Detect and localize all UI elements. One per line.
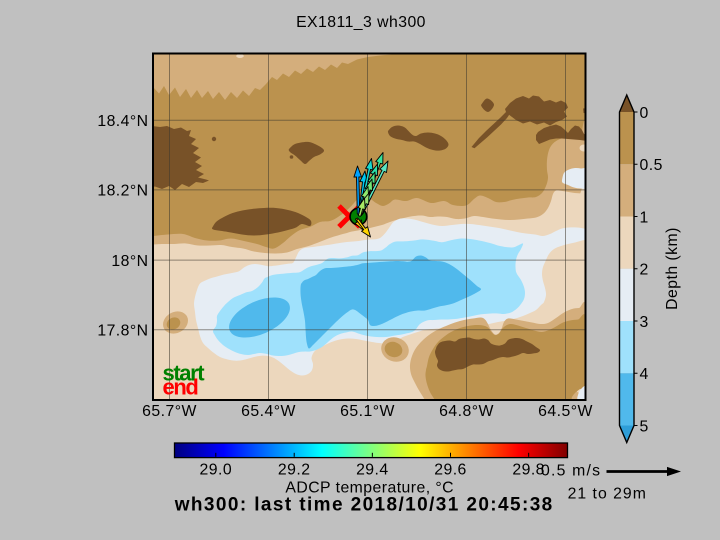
svg-text:21 to 29m: 21 to 29m bbox=[568, 486, 647, 503]
svg-text:1: 1 bbox=[640, 209, 649, 226]
svg-text:18.2°N: 18.2°N bbox=[97, 183, 148, 200]
svg-text:4: 4 bbox=[640, 366, 649, 383]
svg-text:0: 0 bbox=[640, 105, 649, 122]
svg-text:29.2: 29.2 bbox=[278, 462, 311, 479]
svg-text:65.1°W: 65.1°W bbox=[340, 403, 395, 420]
svg-text:18.4°N: 18.4°N bbox=[97, 113, 148, 130]
svg-text:5: 5 bbox=[640, 418, 649, 435]
svg-text:65.7°W: 65.7°W bbox=[142, 403, 197, 420]
svg-text:17.8°N: 17.8°N bbox=[97, 323, 148, 340]
svg-text:wh300: last time 2018/10/31 20: wh300: last time 2018/10/31 20:45:38 bbox=[174, 495, 554, 516]
svg-text:65.4°W: 65.4°W bbox=[241, 403, 296, 420]
svg-text:29.8: 29.8 bbox=[512, 462, 545, 479]
svg-text:end: end bbox=[163, 374, 198, 399]
svg-text:0.5: 0.5 bbox=[640, 157, 663, 174]
svg-text:EX1811_3 wh300: EX1811_3 wh300 bbox=[296, 14, 426, 31]
svg-text:start: start bbox=[163, 361, 206, 386]
svg-text:2: 2 bbox=[640, 262, 649, 279]
svg-text:29.0: 29.0 bbox=[200, 462, 233, 479]
svg-text:29.4: 29.4 bbox=[356, 462, 389, 479]
svg-text:0.5 m/s: 0.5 m/s bbox=[541, 463, 601, 480]
svg-text:29.6: 29.6 bbox=[434, 462, 467, 479]
svg-text:ADCP temperature, °C: ADCP temperature, °C bbox=[285, 480, 454, 497]
svg-text:Depth (km): Depth (km) bbox=[664, 227, 681, 310]
svg-text:3: 3 bbox=[640, 314, 649, 331]
svg-text:18°N: 18°N bbox=[111, 253, 148, 270]
svg-text:64.5°W: 64.5°W bbox=[538, 403, 593, 420]
svg-text:64.8°W: 64.8°W bbox=[439, 403, 494, 420]
